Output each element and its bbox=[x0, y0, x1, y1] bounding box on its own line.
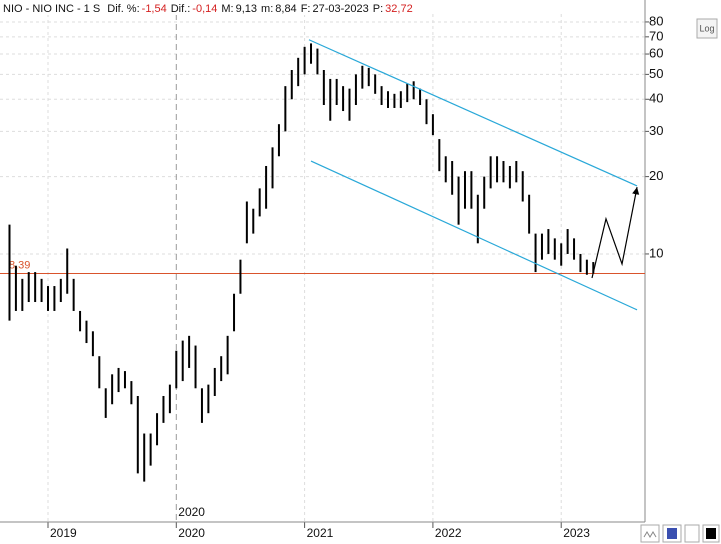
y-tick-label: 50 bbox=[649, 66, 663, 81]
x-tick-label: 2022 bbox=[435, 526, 462, 540]
field-value: 27-03-2023 bbox=[312, 3, 369, 15]
save-icon-glyph bbox=[667, 528, 677, 539]
color-icon-glyph bbox=[706, 528, 716, 539]
y-tick-label: 10 bbox=[649, 245, 663, 260]
field-value: -0,14 bbox=[192, 3, 218, 15]
x-tick-label: 2020 bbox=[178, 526, 205, 540]
channel-line bbox=[308, 39, 638, 187]
page-icon[interactable] bbox=[684, 524, 700, 543]
x-tick-label: 2019 bbox=[50, 526, 77, 540]
log-button-label[interactable]: Log bbox=[699, 23, 714, 33]
header: NIO - NIO INC - 1 S Dif. %: -1,54 Dif.: -0,… bbox=[3, 3, 417, 15]
field-label: Dif.: bbox=[170, 3, 191, 15]
y-tick-label: 20 bbox=[649, 168, 663, 183]
field-label: F: bbox=[300, 3, 311, 15]
field-value: 32,72 bbox=[385, 3, 413, 15]
field-value: -1,54 bbox=[141, 3, 167, 15]
reference-label: 8,39 bbox=[9, 259, 30, 271]
y-tick-label: 60 bbox=[649, 45, 663, 60]
x-tick-label: 2021 bbox=[307, 526, 334, 540]
field-label: M: bbox=[221, 3, 234, 15]
field-label: Dif. %: bbox=[107, 3, 140, 15]
field-label: P: bbox=[372, 3, 384, 15]
field-value: 8,84 bbox=[275, 3, 297, 15]
y-tick-label: 70 bbox=[649, 28, 663, 43]
projection-arrow bbox=[591, 187, 640, 279]
y-tick-label: 80 bbox=[649, 13, 663, 28]
header-title: NIO - NIO INC - 1 S bbox=[3, 3, 101, 15]
field-label: m: bbox=[261, 3, 274, 15]
field-value: 9,13 bbox=[235, 3, 258, 15]
y-tick-label: 30 bbox=[649, 123, 663, 138]
log-button[interactable] bbox=[696, 18, 718, 39]
year-marker-label: 2020 bbox=[178, 505, 205, 519]
y-tick-label: 40 bbox=[649, 91, 663, 106]
wave-icon-glyph bbox=[643, 531, 657, 538]
x-tick-label: 2023 bbox=[563, 526, 590, 540]
wave-icon[interactable] bbox=[640, 524, 660, 543]
channel-line bbox=[310, 160, 638, 311]
